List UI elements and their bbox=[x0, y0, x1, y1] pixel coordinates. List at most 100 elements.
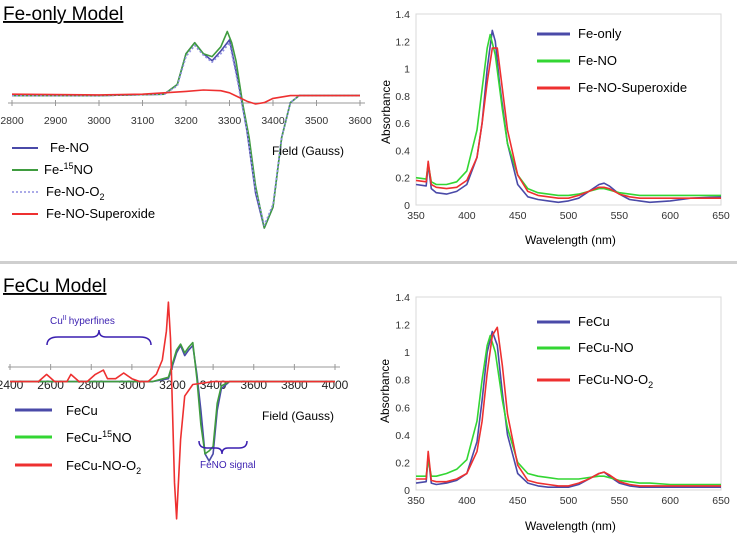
series-line-fecu bbox=[415, 330, 721, 488]
xtick-label: 3300 bbox=[218, 115, 242, 127]
xtick-label: 650 bbox=[712, 495, 730, 507]
uv-fe-ticks: 350 400 450 500 550 600 650 0 0.2 0.4 0.6 0.8 1 1.2 1.… bbox=[395, 9, 730, 222]
ytick-label: 0.4 bbox=[395, 430, 410, 442]
epr-fe-xlabel: Field (Gauss) bbox=[272, 144, 344, 158]
xtick-label: 2900 bbox=[44, 115, 68, 127]
ytick-label: 0.8 bbox=[395, 91, 410, 103]
xtick-label: 400 bbox=[458, 210, 476, 222]
xtick-label: 550 bbox=[611, 495, 629, 507]
epr-fe-only-chart: 2800 2900 3000 3100 3200 3300 3400 3500 3600 Fie… bbox=[0, 30, 372, 229]
uv-fecu-ticks: 350 400 450 500 550 600 650 0 0.2 0.4 0.6 0.8 1 1.2 1.… bbox=[395, 292, 730, 507]
legend-label-fe-no-o2: Fe-NO-O2 bbox=[46, 184, 104, 202]
legend-label-fecu: FeCu bbox=[66, 403, 98, 418]
legend-label-fe-no: Fe-NO bbox=[50, 140, 89, 155]
legend-label-fecu-no-o2-uv: FeCu-NO-O2 bbox=[578, 372, 653, 390]
ytick-label: 0.8 bbox=[395, 375, 410, 387]
uv-fe-only-chart: 350 400 450 500 550 600 650 0 0.2 0.4 0.6 0.8 1 1.2 1.… bbox=[379, 9, 730, 247]
cu-hyperfines-bracket bbox=[46, 329, 152, 346]
series-line-fe-only bbox=[415, 29, 722, 204]
uv-fe-xlabel: Wavelength (nm) bbox=[525, 233, 616, 247]
legend-fecu15no-prefix: FeCu- bbox=[66, 430, 102, 445]
xtick-label: 350 bbox=[407, 495, 425, 507]
legend-fe15no-prefix: Fe- bbox=[44, 162, 64, 177]
legend-label-fe-no-superoxide: Fe-NO-Superoxide bbox=[46, 206, 155, 221]
xtick-label: 3100 bbox=[131, 115, 155, 127]
xtick-label: 3400 bbox=[261, 115, 285, 127]
xtick-label: 3600 bbox=[348, 115, 372, 127]
series-line-fe-no-superoxide bbox=[415, 47, 721, 199]
ytick-label: 0 bbox=[404, 200, 410, 212]
xtick-label: 500 bbox=[560, 210, 578, 222]
ytick-label: 1.2 bbox=[395, 320, 410, 332]
legend-fecu15no-superscript: 15 bbox=[102, 429, 112, 439]
uv-fecu-series bbox=[415, 326, 721, 488]
ytick-label: 1 bbox=[404, 64, 410, 76]
xtick-label: 450 bbox=[509, 210, 527, 222]
xtick-label: 3000 bbox=[87, 115, 111, 127]
xtick-label: 2600 bbox=[37, 378, 64, 392]
legend-fe15no-superscript: 15 bbox=[64, 161, 74, 171]
epr-fe-series bbox=[11, 30, 360, 229]
ytick-label: 1.2 bbox=[395, 36, 410, 48]
uv-fe-legend: Fe-only Fe-NO Fe-NO-Superoxide bbox=[537, 26, 687, 95]
legend-label-fe-15no: Fe-15NO bbox=[44, 161, 93, 177]
xtick-label: 4000 bbox=[322, 378, 349, 392]
uv-fecu-xlabel: Wavelength (nm) bbox=[525, 519, 616, 533]
ytick-label: 0.6 bbox=[395, 118, 410, 130]
legend-fe15no-suffix: NO bbox=[74, 162, 94, 177]
hyperfines-word: hyperfines bbox=[69, 316, 115, 327]
legend-label-fecu-uv: FeCu bbox=[578, 314, 610, 329]
epr-fecu-xlabel: Field (Gauss) bbox=[262, 409, 334, 423]
legend-fecu15no-suffix: NO bbox=[112, 430, 132, 445]
series-line-fecu-no-o2 bbox=[10, 301, 335, 520]
ytick-label: 0.4 bbox=[395, 145, 410, 157]
uv-fecu-plot-frame bbox=[415, 296, 722, 491]
epr-fecu-legend: FeCu FeCu-15NO FeCu-NO-O2 bbox=[15, 403, 141, 476]
epr-fecu-series bbox=[10, 301, 335, 520]
xtick-label: 3000 bbox=[119, 378, 146, 392]
series-line-fecu-15no bbox=[10, 341, 335, 455]
cu-hyperfines-label: CuII hyperfines bbox=[50, 315, 115, 327]
ytick-label: 0.2 bbox=[395, 457, 410, 469]
ytick-label: 0.2 bbox=[395, 173, 410, 185]
xtick-label: 2800 bbox=[78, 378, 105, 392]
series-line-fe-no-o2 bbox=[12, 41, 360, 226]
xtick-label: 400 bbox=[458, 495, 476, 507]
uv-fe-plot-frame bbox=[415, 13, 722, 206]
series-line-fe-no bbox=[12, 39, 360, 229]
xtick-label: 3200 bbox=[159, 378, 186, 392]
uv-fe-ylabel: Absorbance bbox=[379, 80, 393, 144]
xtick-label: 500 bbox=[560, 495, 578, 507]
legend-fe-no-o2-subscript: 2 bbox=[99, 192, 104, 202]
series-line-fe-no bbox=[415, 33, 721, 197]
uv-fecu-ylabel: Absorbance bbox=[378, 359, 392, 423]
ytick-label: 0 bbox=[404, 485, 410, 497]
legend-label-fecu-no-uv: FeCu-NO bbox=[578, 340, 634, 355]
section-title-fe-only: Fe-only Model bbox=[3, 4, 123, 25]
legend-label-fe-only: Fe-only bbox=[578, 26, 622, 41]
legend-fecu-no-o2-uv-subscript: 2 bbox=[648, 380, 653, 390]
legend-label-fecu-no-o2: FeCu-NO-O2 bbox=[66, 458, 141, 476]
xtick-label: 3200 bbox=[174, 115, 198, 127]
uv-fecu-chart: 350 400 450 500 550 600 650 0 0.2 0.4 0.6 0.8 1 1.2 1.… bbox=[378, 292, 730, 533]
ytick-label: 1.4 bbox=[395, 9, 410, 21]
series-line-fe-no-superoxide bbox=[11, 89, 360, 105]
epr-fecu-xticks: 240026002800300032003400360038004000 bbox=[0, 364, 349, 392]
xtick-label: 3500 bbox=[305, 115, 329, 127]
cu-superscript: II bbox=[63, 315, 67, 322]
epr-fe-legend: Fe-NO Fe-15NO Fe-NO-O2 Fe-NO-Superoxide bbox=[12, 140, 155, 221]
legend-fecu-no-o2-main: FeCu-NO-O bbox=[66, 458, 136, 473]
cu-label: Cu bbox=[50, 316, 63, 327]
section-title-fecu: FeCu Model bbox=[3, 276, 107, 297]
legend-label-fe-no-uv: Fe-NO bbox=[578, 53, 617, 68]
series-line-fecu-no-o2 bbox=[416, 326, 721, 487]
ytick-label: 1 bbox=[404, 347, 410, 359]
xtick-label: 550 bbox=[611, 210, 629, 222]
legend-label-fe-no-superoxide-uv: Fe-NO-Superoxide bbox=[578, 80, 687, 95]
ytick-label: 1.4 bbox=[395, 292, 410, 304]
epr-fecu-chart: 240026002800300032003400360038004000 Fie… bbox=[0, 301, 349, 520]
legend-fecu-no-o2-uv-main: FeCu-NO-O bbox=[578, 372, 648, 387]
legend-label-fecu-15no: FeCu-15NO bbox=[66, 429, 132, 445]
xtick-label: 3800 bbox=[281, 378, 308, 392]
